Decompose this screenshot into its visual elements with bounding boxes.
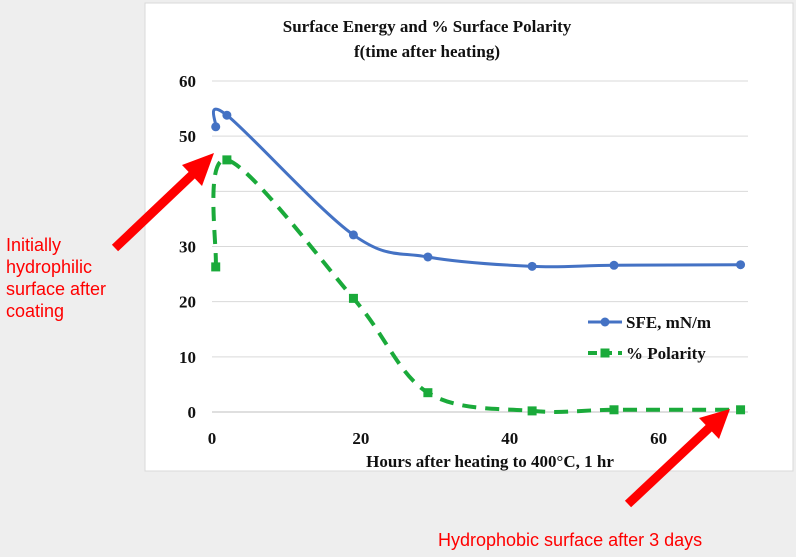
y-tick-label-60: 60: [179, 72, 196, 91]
y-tick-label-20: 20: [179, 293, 196, 312]
x-tick-label-20: 20: [352, 429, 369, 448]
polarity-point-6: [736, 405, 746, 415]
x-tick-label-60: 60: [650, 429, 667, 448]
y-tick-label-0: 0: [188, 403, 197, 422]
chart-title-line-2: f(time after heating): [354, 42, 500, 61]
y-axis-ticks: 0 10 20 30 50 60: [179, 72, 196, 422]
chart-area: [144, 2, 794, 472]
x-tick-label-0: 0: [208, 429, 217, 448]
y-tick-label-50: 50: [179, 127, 196, 146]
sfe-point-0: [211, 122, 221, 132]
y-tick-label-30: 30: [179, 238, 196, 257]
gridlines: [212, 80, 748, 413]
legend-marker-polarity: [600, 348, 610, 358]
polarity-point-0: [211, 262, 221, 272]
legend-label-polarity: % Polarity: [626, 344, 706, 363]
polarity-point-1: [222, 155, 232, 165]
arrow-initially-hydrophilic: [111, 170, 197, 252]
legend: SFE, mN/m % Polarity: [588, 313, 711, 363]
y-tick-label-10: 10: [179, 348, 196, 367]
x-tick-label-40: 40: [501, 429, 518, 448]
sfe-point-1: [222, 110, 232, 120]
annotation-arrows: [111, 153, 730, 508]
sfe-point-5: [609, 260, 619, 270]
arrow-hydrophobic: [624, 424, 713, 508]
polarity-point-2: [348, 293, 358, 303]
sfe-point-2: [348, 230, 358, 240]
plot-series: [211, 107, 746, 416]
legend-label-sfe: SFE, mN/m: [626, 313, 711, 332]
annotation-hydrophobic: Hydrophobic surface after 3 days: [438, 530, 703, 550]
annotation-initially-hydrophilic: Initially hydrophilic surface after coat…: [6, 235, 107, 321]
sfe-point-4: [527, 261, 537, 271]
sfe-point-6: [736, 260, 746, 270]
x-axis-ticks: 0 20 40 60: [208, 429, 667, 448]
arrow-hydrophobic-head: [699, 409, 730, 439]
polarity-point-5: [609, 405, 619, 415]
polarity-point-4: [527, 406, 537, 416]
chart-title-line-1: Surface Energy and % Surface Polarity: [283, 17, 572, 36]
arrow-initially-hydrophilic-head: [182, 153, 214, 186]
polarity-point-3: [423, 388, 433, 398]
x-axis-label: Hours after heating to 400°C, 1 hr: [366, 452, 614, 471]
sfe-point-3: [423, 252, 433, 262]
legend-marker-sfe: [600, 317, 610, 327]
